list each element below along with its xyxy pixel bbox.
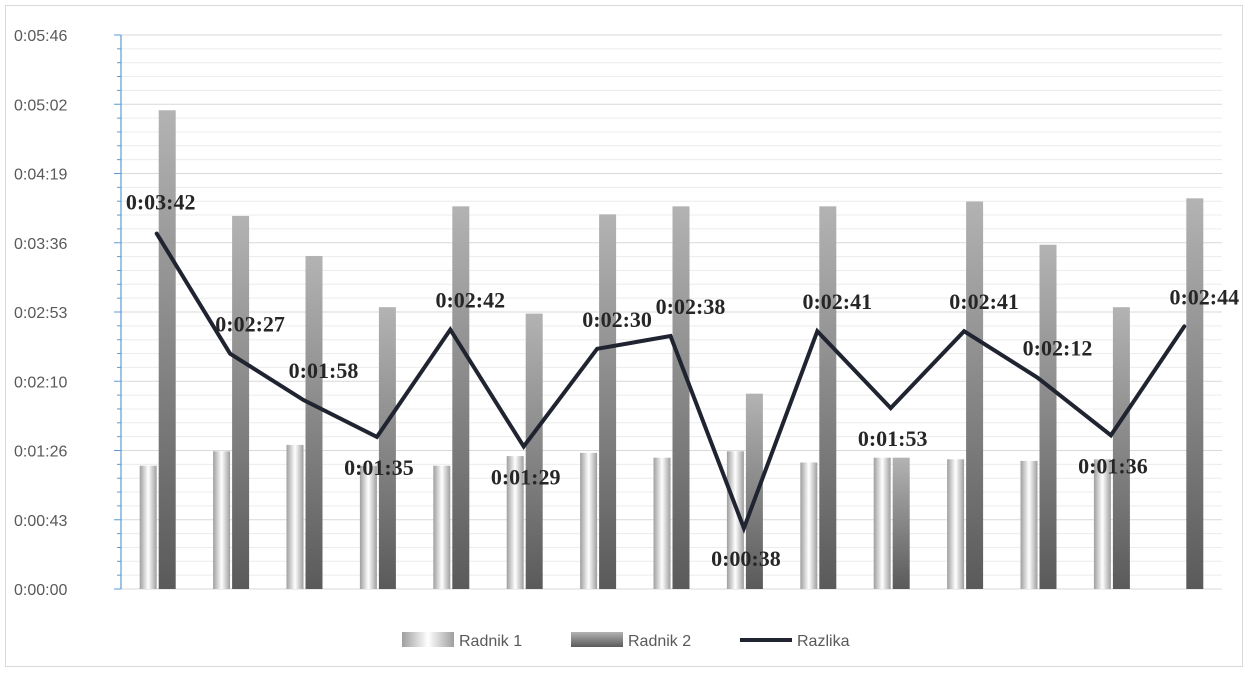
razlika-data-label: 0:02:38 xyxy=(656,294,726,319)
bar-radnik-2 xyxy=(892,457,910,589)
bar-radnik-1 xyxy=(359,465,377,589)
razlika-point xyxy=(155,232,159,236)
bar-radnik-1 xyxy=(433,465,451,589)
y-tick-label: 0:00:43 xyxy=(14,513,67,530)
bar-radnik-2 xyxy=(525,313,543,589)
razlika-point xyxy=(669,334,672,338)
bar-radnik-1 xyxy=(213,451,231,589)
razlika-data-label: 0:01:35 xyxy=(344,455,414,480)
bar-radnik-2 xyxy=(819,206,837,589)
bar-radnik-2 xyxy=(745,393,763,589)
y-axis: 0:00:00 0:00:43 0:01:26 0:02:10 0:02:53 0:03:… xyxy=(14,28,122,599)
legend-label: Razlika xyxy=(797,633,850,650)
legend-label: Radnik 1 xyxy=(459,633,522,650)
razlika-data-label: 0:03:42 xyxy=(126,190,196,215)
y-tick-label: 0:03:36 xyxy=(14,236,67,253)
razlika-data-label: 0:02:41 xyxy=(949,289,1019,314)
razlika-point xyxy=(448,328,452,332)
bar-radnik-1 xyxy=(947,459,965,589)
bar-radnik-1 xyxy=(1093,459,1111,589)
y-tick-label: 0:05:46 xyxy=(14,28,67,45)
razlika-point xyxy=(1109,433,1113,437)
bar-radnik-1 xyxy=(286,444,304,589)
razlika-point xyxy=(1182,324,1186,328)
razlika-point xyxy=(962,329,966,333)
razlika-data-label: 0:01:53 xyxy=(858,426,928,451)
bar-radnik-1 xyxy=(726,451,744,589)
bar-radnik-2 xyxy=(452,206,470,589)
bar-radnik-1 xyxy=(506,456,524,589)
y-tick-label: 0:02:53 xyxy=(14,305,67,322)
razlika-point xyxy=(375,435,379,439)
bar-radnik-2 xyxy=(158,110,176,589)
razlika-point xyxy=(889,406,893,410)
razlika-data-label: 0:02:12 xyxy=(1023,336,1093,361)
legend-label: Radnik 2 xyxy=(628,633,691,650)
bar-radnik-2 xyxy=(305,255,323,589)
legend-swatch-radnik-2 xyxy=(571,632,623,647)
bar-radnik-2 xyxy=(672,206,690,589)
y-tick-label: 0:05:02 xyxy=(14,97,67,114)
y-tick-label: 0:04:19 xyxy=(14,167,67,184)
razlika-data-label: 0:00:38 xyxy=(711,546,781,571)
bar-radnik-2 xyxy=(966,201,984,589)
razlika-data-label: 0:02:41 xyxy=(802,289,872,314)
razlika-point xyxy=(815,329,819,333)
bar-radnik-1 xyxy=(1020,460,1038,589)
razlika-data-label: 0:01:29 xyxy=(491,464,561,489)
razlika-data-label: 0:02:27 xyxy=(215,312,285,337)
razlika-data-label: 0:02:42 xyxy=(435,288,505,313)
razlika-data-label: 0:01:58 xyxy=(289,358,359,383)
razlika-point xyxy=(522,444,526,448)
y-tick-label: 0:02:10 xyxy=(14,374,67,391)
razlika-point xyxy=(302,398,305,402)
razlika-point xyxy=(1036,376,1039,380)
razlika-point xyxy=(595,347,599,351)
razlika-data-label: 0:01:36 xyxy=(1078,453,1148,478)
legend-swatch-radnik-1 xyxy=(402,632,454,647)
bar-radnik-1 xyxy=(580,452,598,589)
bar-radnik-2 xyxy=(378,307,396,589)
bar-radnik-2 xyxy=(232,215,250,589)
bar-radnik-2 xyxy=(599,214,617,590)
razlika-line xyxy=(154,231,1187,534)
data-labels: 0:03:42 0:02:270:01:58 0:01:35 0:02:42 0:01:… xyxy=(126,190,1239,572)
bar-radnik-1 xyxy=(800,462,818,589)
legend: Radnik 1 Radnik 2 Razlika xyxy=(402,632,850,650)
bar-radnik-1 xyxy=(653,457,671,589)
bar-radnik-2 xyxy=(1039,244,1057,589)
bars xyxy=(139,110,1204,590)
bar-radnik-2 xyxy=(1112,307,1130,589)
y-tick-label: 0:00:00 xyxy=(14,582,67,599)
bar-radnik-2 xyxy=(1186,198,1204,589)
gridlines xyxy=(121,34,1222,590)
razlika-point xyxy=(742,526,746,530)
y-tick-label: 0:01:26 xyxy=(14,444,67,461)
bar-radnik-1 xyxy=(139,465,157,589)
bar-radnik-1 xyxy=(873,457,891,589)
razlika-data-label: 0:02:44 xyxy=(1169,284,1239,309)
razlika-data-label: 0:02:30 xyxy=(582,307,652,332)
razlika-point xyxy=(228,352,232,356)
